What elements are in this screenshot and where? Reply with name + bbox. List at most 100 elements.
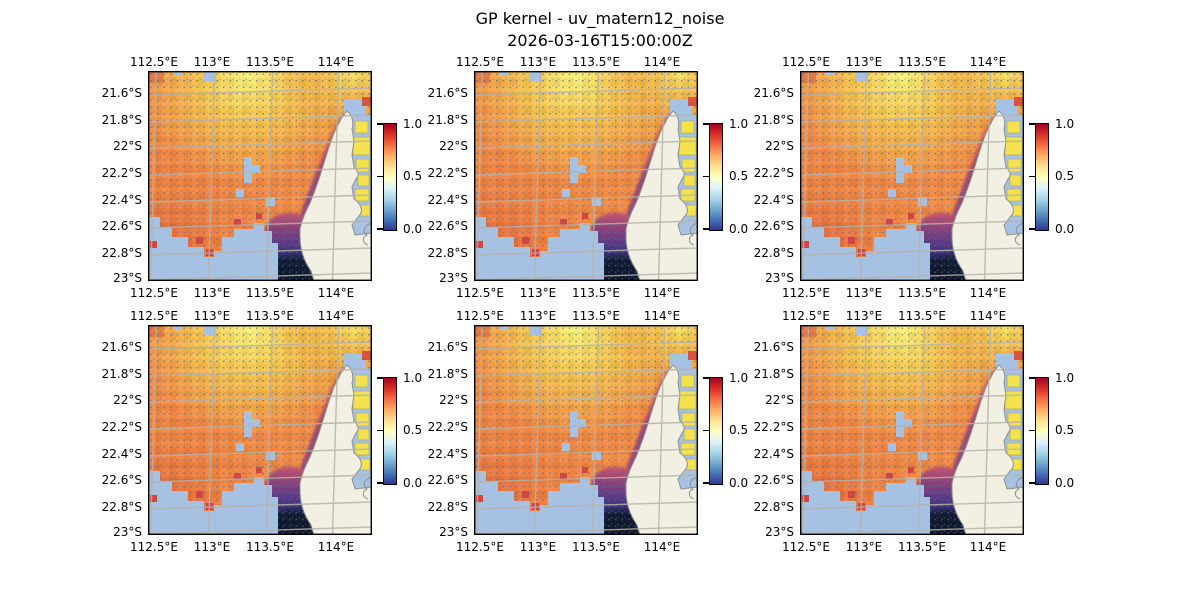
colorbar-tick-label: 0.0 <box>403 476 423 490</box>
colorbar-tick <box>703 123 709 125</box>
graticule <box>148 325 372 535</box>
y-tick-label: 23°S <box>765 525 794 539</box>
map-panel-1: 112.5°E 113°E 113.5°E 114°E 21.6°S 21.8°… <box>84 55 422 301</box>
graticule <box>474 71 698 281</box>
figure-title: GP kernel - uv_matern12_noise <box>475 9 725 28</box>
x-tick-label-top: 112.5°E <box>456 309 504 323</box>
coastline-inlet <box>1014 476 1024 500</box>
y-tick-label: 21.6°S <box>427 86 468 100</box>
y-tick-label: 23°S <box>113 525 142 539</box>
coastline-inlet <box>362 476 372 500</box>
coastline-inlet <box>1014 222 1024 246</box>
x-tick-label-top: 113°E <box>519 309 557 323</box>
x-tick-label-bottom: 114°E <box>317 286 355 300</box>
colorbar <box>383 123 397 231</box>
map-panel-5: 112.5°E 113°E 113.5°E 114°E 21.6°S 21.8°… <box>410 309 748 555</box>
x-tick-label-top: 113°E <box>845 309 883 323</box>
x-tick-label-top: 113°E <box>193 55 231 69</box>
colorbar-tick <box>377 482 383 484</box>
x-tick-label-top: 112.5°E <box>130 55 178 69</box>
colorbar-tick-label: 1.0 <box>729 371 749 385</box>
y-tick-label: 22°S <box>765 393 794 407</box>
y-tick-label: 22.8°S <box>101 500 142 514</box>
x-tick-label-bottom: 112.5°E <box>456 286 504 300</box>
colorbar-tick <box>1029 482 1035 484</box>
colorbar-tick <box>703 377 709 379</box>
colorbar-tick-label: 0.0 <box>1055 222 1075 236</box>
y-tick-label: 22.4°S <box>753 193 794 207</box>
y-tick-label: 22°S <box>113 139 142 153</box>
colorbar-tick <box>1029 429 1035 431</box>
y-tick-label: 22.6°S <box>427 473 468 487</box>
x-tick-label-top: 113.5°E <box>898 309 946 323</box>
colorbar <box>709 123 723 231</box>
colorbar <box>709 377 723 485</box>
colorbar-tick-label: 1.0 <box>403 117 423 131</box>
map-canvas <box>474 71 698 281</box>
x-tick-label-top: 113°E <box>845 55 883 69</box>
y-tick-label: 22.6°S <box>101 219 142 233</box>
y-tick-label: 22.2°S <box>753 420 794 434</box>
y-tick-label: 22.6°S <box>753 473 794 487</box>
y-tick-label: 22°S <box>439 393 468 407</box>
colorbar-tick <box>1029 123 1035 125</box>
colorbar-tick-label: 1.0 <box>403 371 423 385</box>
y-tick-label: 22°S <box>439 139 468 153</box>
colorbar-tick <box>703 175 709 177</box>
geo-heatmap <box>148 71 372 281</box>
map-canvas <box>148 71 372 281</box>
y-tick-label: 22.4°S <box>101 447 142 461</box>
x-tick-label-bottom: 112.5°E <box>782 286 830 300</box>
x-tick-label-top: 113.5°E <box>246 55 294 69</box>
y-tick-label: 22.2°S <box>427 420 468 434</box>
y-tick-label: 21.6°S <box>753 340 794 354</box>
geo-heatmap <box>474 71 698 281</box>
y-tick-label: 22.8°S <box>427 500 468 514</box>
map-frame <box>148 71 372 281</box>
y-tick-label: 21.8°S <box>753 113 794 127</box>
y-tick-label: 22.6°S <box>101 473 142 487</box>
colorbar-tick <box>703 228 709 230</box>
y-tick-label: 22.8°S <box>753 246 794 260</box>
x-tick-label-top: 114°E <box>969 309 1007 323</box>
colorbar <box>1035 123 1049 231</box>
y-tick-label: 22°S <box>113 393 142 407</box>
y-tick-label: 22.8°S <box>753 500 794 514</box>
graticule <box>148 71 372 281</box>
x-tick-label-bottom: 114°E <box>969 286 1007 300</box>
y-tick-label: 22.4°S <box>427 447 468 461</box>
map-panel-2: 112.5°E 113°E 113.5°E 114°E 21.6°S 21.8°… <box>410 55 748 301</box>
x-tick-label-bottom: 114°E <box>969 540 1007 554</box>
map-canvas <box>800 325 1024 535</box>
y-tick-label: 21.6°S <box>101 86 142 100</box>
geo-heatmap <box>800 325 1024 535</box>
map-frame <box>800 71 1024 281</box>
colorbar-tick-label: 0.0 <box>1055 476 1075 490</box>
y-tick-label: 22°S <box>765 139 794 153</box>
y-tick-label: 21.8°S <box>101 113 142 127</box>
x-tick-label-bottom: 113°E <box>519 540 557 554</box>
x-tick-label-bottom: 113.5°E <box>898 540 946 554</box>
orange-channel-cell <box>688 351 698 360</box>
map-panel-6: 112.5°E 113°E 113.5°E 114°E 21.6°S 21.8°… <box>736 309 1074 555</box>
map-frame <box>474 71 698 281</box>
colorbar-tick-label: 0.5 <box>403 169 423 183</box>
x-tick-label-bottom: 113°E <box>845 286 883 300</box>
x-tick-label-bottom: 112.5°E <box>130 286 178 300</box>
x-tick-label-bottom: 114°E <box>643 540 681 554</box>
graticule <box>800 325 1024 535</box>
x-tick-label-top: 114°E <box>643 309 681 323</box>
x-tick-label-top: 113°E <box>519 55 557 69</box>
y-tick-label: 23°S <box>439 271 468 285</box>
x-tick-label-top: 112.5°E <box>782 55 830 69</box>
map-panel-3: 112.5°E 113°E 113.5°E 114°E 21.6°S 21.8°… <box>736 55 1074 301</box>
map-canvas <box>474 325 698 535</box>
x-tick-label-bottom: 113°E <box>519 286 557 300</box>
x-tick-label-bottom: 113.5°E <box>246 540 294 554</box>
coastline-inlet <box>688 222 698 246</box>
y-tick-label: 22.8°S <box>427 246 468 260</box>
x-tick-label-bottom: 113.5°E <box>246 286 294 300</box>
y-tick-label: 22.2°S <box>101 166 142 180</box>
orange-channel-cell <box>362 97 372 106</box>
